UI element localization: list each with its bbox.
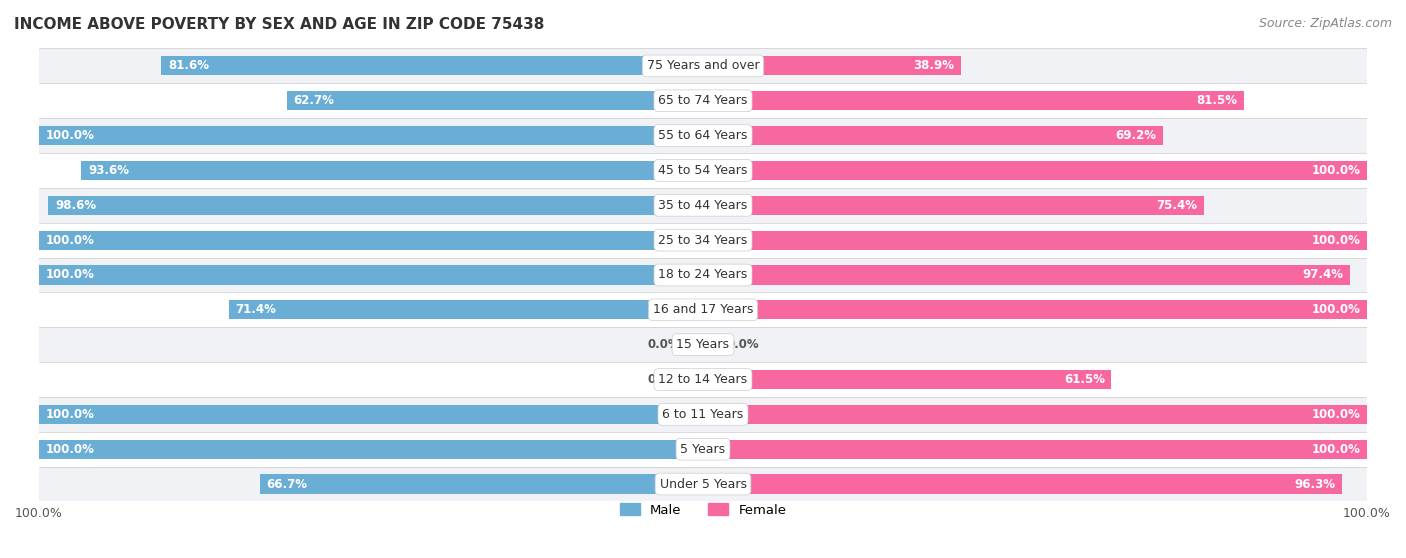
Text: 61.5%: 61.5% — [1064, 373, 1105, 386]
Bar — [703, 196, 1204, 215]
Bar — [703, 300, 1367, 319]
Bar — [39, 397, 1367, 432]
Text: 100.0%: 100.0% — [45, 129, 94, 142]
Text: Source: ZipAtlas.com: Source: ZipAtlas.com — [1258, 17, 1392, 30]
Bar — [39, 188, 1367, 223]
Text: 25 to 34 Years: 25 to 34 Years — [658, 234, 748, 247]
Bar — [39, 440, 703, 459]
Bar — [690, 370, 703, 389]
Bar — [690, 335, 703, 354]
Bar — [82, 161, 703, 180]
Text: 69.2%: 69.2% — [1115, 129, 1156, 142]
Text: 12 to 14 Years: 12 to 14 Years — [658, 373, 748, 386]
Text: 38.9%: 38.9% — [914, 59, 955, 73]
Bar — [39, 466, 1367, 502]
Bar — [703, 230, 1367, 250]
Text: 100.0%: 100.0% — [1312, 304, 1361, 316]
Bar — [39, 327, 1367, 362]
Text: 62.7%: 62.7% — [294, 94, 335, 107]
Text: 98.6%: 98.6% — [55, 199, 96, 212]
Bar — [39, 230, 703, 250]
Text: 15 Years: 15 Years — [676, 338, 730, 351]
Text: 81.5%: 81.5% — [1197, 94, 1237, 107]
Text: 93.6%: 93.6% — [89, 164, 129, 177]
Text: 71.4%: 71.4% — [235, 304, 277, 316]
Bar — [39, 118, 1367, 153]
Bar — [703, 56, 962, 75]
Bar — [260, 474, 703, 494]
Bar — [229, 300, 703, 319]
Text: 100.0%: 100.0% — [1312, 234, 1361, 247]
Text: INCOME ABOVE POVERTY BY SEX AND AGE IN ZIP CODE 75438: INCOME ABOVE POVERTY BY SEX AND AGE IN Z… — [14, 17, 544, 32]
Bar — [703, 91, 1244, 110]
Text: 100.0%: 100.0% — [45, 442, 94, 456]
Text: 0.0%: 0.0% — [647, 338, 679, 351]
Text: 0.0%: 0.0% — [727, 338, 759, 351]
Text: 16 and 17 Years: 16 and 17 Years — [652, 304, 754, 316]
Bar — [703, 405, 1367, 424]
Bar — [703, 474, 1343, 494]
Bar — [162, 56, 703, 75]
Bar — [703, 370, 1111, 389]
Text: Under 5 Years: Under 5 Years — [659, 478, 747, 490]
Bar — [39, 405, 703, 424]
Bar — [703, 266, 1350, 285]
Text: 45 to 54 Years: 45 to 54 Years — [658, 164, 748, 177]
Bar — [703, 161, 1367, 180]
Text: 18 to 24 Years: 18 to 24 Years — [658, 268, 748, 281]
Text: 55 to 64 Years: 55 to 64 Years — [658, 129, 748, 142]
Text: 65 to 74 Years: 65 to 74 Years — [658, 94, 748, 107]
Text: 66.7%: 66.7% — [267, 478, 308, 490]
Text: 0.0%: 0.0% — [647, 373, 679, 386]
Bar — [39, 292, 1367, 327]
Bar — [39, 49, 1367, 83]
Text: 5 Years: 5 Years — [681, 442, 725, 456]
Text: 100.0%: 100.0% — [1312, 408, 1361, 421]
Text: 6 to 11 Years: 6 to 11 Years — [662, 408, 744, 421]
Bar — [48, 196, 703, 215]
Text: 100.0%: 100.0% — [1312, 164, 1361, 177]
Text: 96.3%: 96.3% — [1295, 478, 1336, 490]
Bar — [39, 153, 1367, 188]
Bar — [703, 440, 1367, 459]
Bar — [39, 258, 1367, 292]
Text: 100.0%: 100.0% — [1312, 442, 1361, 456]
Text: 100.0%: 100.0% — [45, 268, 94, 281]
Text: 100.0%: 100.0% — [45, 234, 94, 247]
Legend: Male, Female: Male, Female — [614, 498, 792, 522]
Text: 35 to 44 Years: 35 to 44 Years — [658, 199, 748, 212]
Bar — [39, 83, 1367, 118]
Text: 97.4%: 97.4% — [1302, 268, 1343, 281]
Bar — [287, 91, 703, 110]
Bar — [703, 126, 1163, 145]
Text: 81.6%: 81.6% — [167, 59, 208, 73]
Text: 100.0%: 100.0% — [45, 408, 94, 421]
Bar — [39, 432, 1367, 466]
Bar — [39, 223, 1367, 258]
Text: 75.4%: 75.4% — [1156, 199, 1197, 212]
Bar — [39, 126, 703, 145]
Bar — [39, 266, 703, 285]
Text: 75 Years and over: 75 Years and over — [647, 59, 759, 73]
Bar — [39, 362, 1367, 397]
Bar — [703, 335, 716, 354]
